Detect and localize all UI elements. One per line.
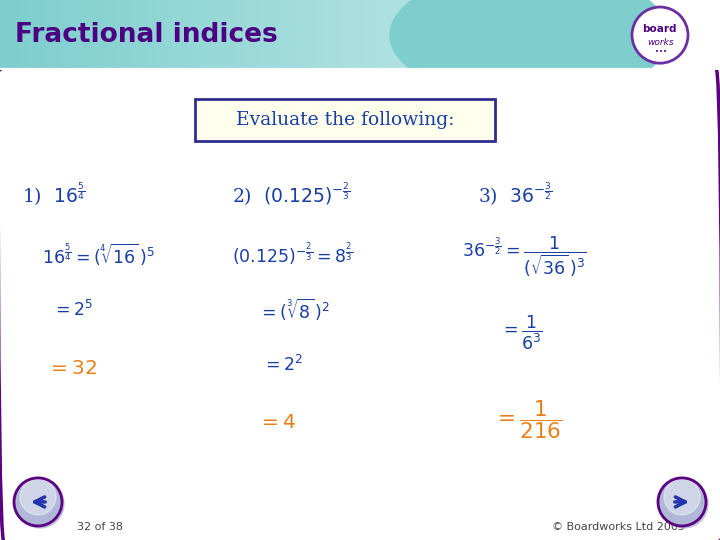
Text: •••: ••• xyxy=(655,49,667,55)
Circle shape xyxy=(664,479,700,515)
Circle shape xyxy=(14,478,62,526)
Text: $= 32$: $= 32$ xyxy=(47,357,97,377)
Text: $= \dfrac{1}{6^3}$: $= \dfrac{1}{6^3}$ xyxy=(500,313,543,352)
Text: Evaluate the following:: Evaluate the following: xyxy=(236,111,454,129)
Text: $= 2^2$: $= 2^2$ xyxy=(262,355,303,375)
Text: $16^{\frac{5}{4}} = (\sqrt[4]{16}\,)^5$: $16^{\frac{5}{4}} = (\sqrt[4]{16}\,)^5$ xyxy=(42,241,155,267)
Circle shape xyxy=(658,478,706,526)
Text: Fractional indices: Fractional indices xyxy=(15,22,278,48)
Text: $36^{-\frac{3}{2}} = \dfrac{1}{(\sqrt{36}\,)^3}$: $36^{-\frac{3}{2}} = \dfrac{1}{(\sqrt{36… xyxy=(462,234,587,279)
Bar xyxy=(450,0,720,70)
Text: © Boardworks Ltd 2005: © Boardworks Ltd 2005 xyxy=(552,522,685,532)
Text: 32 of 38: 32 of 38 xyxy=(77,522,123,532)
Ellipse shape xyxy=(390,0,670,100)
Text: works: works xyxy=(648,38,675,46)
Text: $= 4$: $= 4$ xyxy=(258,412,297,432)
Circle shape xyxy=(16,480,64,528)
Text: 3)  $36^{-\frac{3}{2}}$: 3) $36^{-\frac{3}{2}}$ xyxy=(478,181,552,208)
Text: $= (\sqrt[3]{8}\,)^2$: $= (\sqrt[3]{8}\,)^2$ xyxy=(258,296,330,322)
Text: $(0.125)^{-\frac{2}{3}} = 8^{\frac{2}{3}}$: $(0.125)^{-\frac{2}{3}} = 8^{\frac{2}{3}… xyxy=(232,241,353,267)
Circle shape xyxy=(660,480,708,528)
Circle shape xyxy=(20,479,56,515)
Circle shape xyxy=(632,7,688,63)
Text: 2)  $(0.125)^{-\frac{2}{3}}$: 2) $(0.125)^{-\frac{2}{3}}$ xyxy=(232,181,351,208)
Text: $= \dfrac{1}{216}$: $= \dfrac{1}{216}$ xyxy=(493,399,562,441)
FancyBboxPatch shape xyxy=(195,99,495,141)
Text: $= 2^5$: $= 2^5$ xyxy=(52,300,93,320)
Text: board: board xyxy=(642,24,676,34)
Text: 1)  $16^{\frac{5}{4}}$: 1) $16^{\frac{5}{4}}$ xyxy=(22,181,85,208)
